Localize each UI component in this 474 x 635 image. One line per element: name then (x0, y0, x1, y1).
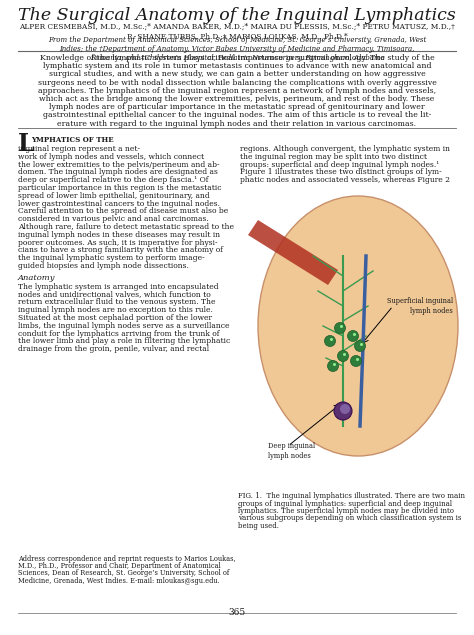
Text: inguinal region represent a net-: inguinal region represent a net- (18, 145, 140, 153)
Text: Medicine, Grenada, West Indies. E-mail: mloukas@sgu.edu.: Medicine, Grenada, West Indies. E-mail: … (18, 577, 220, 585)
Text: the inguinal lymphatic system to perform image-: the inguinal lymphatic system to perform… (18, 254, 205, 262)
Text: groups of inguinal lymphatics: superficial and deep inguinal: groups of inguinal lymphatics: superfici… (238, 500, 452, 507)
Text: various subgroups depending on which classification system is: various subgroups depending on which cla… (238, 514, 461, 523)
Text: Situated at the most cephalad portion of the lower: Situated at the most cephalad portion of… (18, 314, 212, 322)
Text: The lymphatic system is arranged into encapsulated: The lymphatic system is arranged into en… (18, 283, 219, 291)
Text: ALPER CESMEBASI, M.D., M.Sc.;* AMANDA BAKER, M.D.;* MAIRA DU PLESSIS, M.Sc.;* PE: ALPER CESMEBASI, M.D., M.Sc.;* AMANDA BA… (19, 23, 455, 40)
Text: poorer outcomes. As such, it is imperative for physi-: poorer outcomes. As such, it is imperati… (18, 239, 218, 246)
Text: Knowledge of the lymphatic system plays critical importance in surgical oncology: Knowledge of the lymphatic system plays … (40, 54, 434, 62)
Text: Careful attention to the spread of disease must also be: Careful attention to the spread of disea… (18, 208, 228, 215)
Text: the inguinal region may be split into two distinct: the inguinal region may be split into tw… (240, 153, 427, 161)
Text: deep or superficial relative to the deep fascia.¹ Of: deep or superficial relative to the deep… (18, 176, 209, 184)
Text: Deep inguinal
lymph nodes: Deep inguinal lymph nodes (268, 443, 315, 460)
Text: FIG. 1.  The inguinal lymphatics illustrated. There are two main: FIG. 1. The inguinal lymphatics illustra… (238, 492, 465, 500)
Text: approaches. The lymphatics of the inguinal region represent a network of lymph n: approaches. The lymphatics of the inguin… (38, 87, 436, 95)
Text: surgical studies, and with a new study, we can gain a better understanding on ho: surgical studies, and with a new study, … (49, 70, 425, 78)
Text: Address correspondence and reprint requests to Marios Loukas,: Address correspondence and reprint reque… (18, 555, 236, 563)
Text: Superficial inguinal
lymph nodes: Superficial inguinal lymph nodes (387, 297, 453, 314)
Text: erature with regard to the inguinal lymph nodes and their relation in various ca: erature with regard to the inguinal lymp… (57, 119, 417, 128)
Text: 365: 365 (228, 608, 246, 617)
Text: lymph nodes are of particular importance in the metastatic spread of genitourina: lymph nodes are of particular importance… (49, 104, 425, 111)
Text: Sciences, Dean of Research, St. George’s University, School of: Sciences, Dean of Research, St. George’s… (18, 570, 229, 577)
Text: the lower extremities to the pelvis/perineum and ab-: the lower extremities to the pelvis/peri… (18, 161, 219, 169)
Text: drainage from the groin, penile, vulvar, and rectal: drainage from the groin, penile, vulvar,… (18, 345, 209, 353)
Text: M.D., Ph.D., Professor and Chair, Department of Anatomical: M.D., Ph.D., Professor and Chair, Depart… (18, 562, 221, 570)
Circle shape (328, 361, 338, 371)
Circle shape (340, 404, 350, 414)
Text: surgeons need to be with nodal dissection while balancing the complications with: surgeons need to be with nodal dissectio… (37, 79, 437, 86)
Circle shape (335, 323, 346, 333)
Ellipse shape (258, 196, 458, 456)
Circle shape (355, 340, 365, 352)
Text: inguinal lymph nodes are no exception to this rule.: inguinal lymph nodes are no exception to… (18, 306, 213, 314)
Text: L: L (18, 132, 35, 156)
Text: gastrointestinal epithelial cancer to the inguinal nodes. The aim of this articl: gastrointestinal epithelial cancer to th… (43, 111, 431, 119)
Text: lymphatic system and its role in tumor metastasis continues to advance with new : lymphatic system and its role in tumor m… (43, 62, 431, 70)
Text: From the Department of Anatomical Sciences, School of Medicine, St. George’s Uni: From the Department of Anatomical Scienc… (48, 36, 426, 62)
Text: limbs, the inguinal lymph nodes serve as a surveillance: limbs, the inguinal lymph nodes serve as… (18, 322, 229, 330)
Circle shape (356, 358, 359, 361)
Circle shape (337, 351, 348, 361)
Text: return extracellular fluid to the venous system. The: return extracellular fluid to the venous… (18, 298, 216, 307)
Circle shape (334, 402, 352, 420)
Text: lymphatics. The superficial lymph nodes may be divided into: lymphatics. The superficial lymph nodes … (238, 507, 454, 515)
Polygon shape (248, 220, 338, 285)
Circle shape (350, 356, 362, 366)
Text: spread of lower limb epithelial, genitourinary, and: spread of lower limb epithelial, genitou… (18, 192, 210, 200)
Circle shape (340, 325, 343, 328)
Text: the lower limb and play a role in filtering the lymphatic: the lower limb and play a role in filter… (18, 337, 230, 345)
Text: which act as the bridge among the lower extremities, pelvis, perineum, and rest : which act as the bridge among the lower … (39, 95, 435, 103)
Circle shape (325, 335, 336, 347)
Text: considered in various pelvic and anal carcinomas.: considered in various pelvic and anal ca… (18, 215, 209, 223)
Text: domen. The inguinal lymph nodes are designated as: domen. The inguinal lymph nodes are desi… (18, 168, 218, 177)
Circle shape (353, 333, 356, 336)
Circle shape (343, 353, 346, 356)
Text: groups: superficial and deep inguinal lymph nodes.¹: groups: superficial and deep inguinal ly… (240, 161, 439, 169)
Text: YMPHATICS OF THE: YMPHATICS OF THE (31, 136, 114, 144)
Text: nodes and unidirectional valves, which function to: nodes and unidirectional valves, which f… (18, 291, 211, 298)
Circle shape (333, 363, 336, 366)
Text: work of lymph nodes and vessels, which connect: work of lymph nodes and vessels, which c… (18, 153, 204, 161)
Text: regions. Although convergent, the lymphatic system in: regions. Although convergent, the lympha… (240, 145, 450, 153)
Circle shape (330, 338, 333, 341)
Text: Anatomy: Anatomy (18, 274, 55, 282)
Text: being used.: being used. (238, 522, 279, 530)
Text: guided biopsies and lymph node dissections.: guided biopsies and lymph node dissectio… (18, 262, 189, 270)
Text: lower gastrointestinal cancers to the inguinal nodes.: lower gastrointestinal cancers to the in… (18, 199, 220, 208)
Text: Although rare, failure to detect metastatic spread to the: Although rare, failure to detect metasta… (18, 223, 234, 231)
Text: cians to have a strong familiarity with the anatomy of: cians to have a strong familiarity with … (18, 246, 223, 255)
Text: phatic nodes and associated vessels, whereas Figure 2: phatic nodes and associated vessels, whe… (240, 176, 450, 184)
Circle shape (347, 330, 358, 342)
Text: particular importance in this region is the metastatic: particular importance in this region is … (18, 184, 221, 192)
Text: The Surgical Anatomy of the Inguinal Lymphatics: The Surgical Anatomy of the Inguinal Lym… (18, 7, 456, 24)
Text: Figure 1 illustrates these two distinct groups of lym-: Figure 1 illustrates these two distinct … (240, 168, 442, 177)
Text: conduit for the lymphatics arriving from the trunk of: conduit for the lymphatics arriving from… (18, 330, 219, 338)
Text: inguinal lymph nodes in these diseases may result in: inguinal lymph nodes in these diseases m… (18, 231, 220, 239)
Circle shape (360, 343, 363, 346)
